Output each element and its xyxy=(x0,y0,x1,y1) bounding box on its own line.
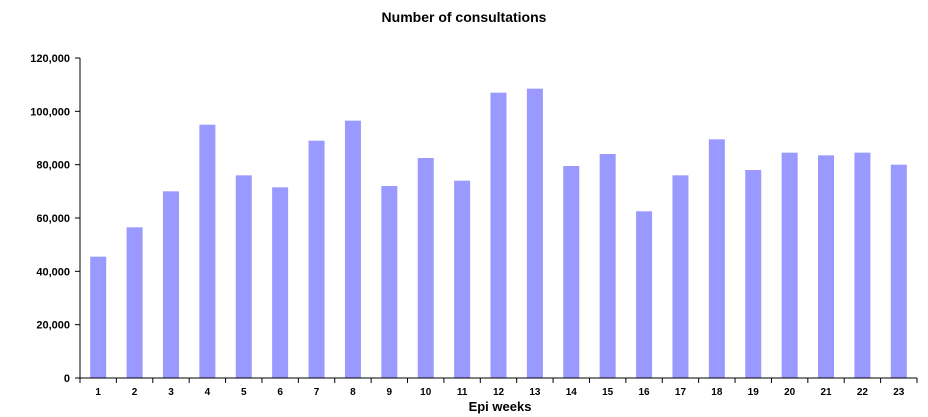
x-tick-label: 11 xyxy=(457,387,468,398)
x-tick-label: 2 xyxy=(132,387,138,398)
bar-week-15 xyxy=(599,154,616,378)
x-tick-label: 12 xyxy=(493,387,505,398)
y-tick-label: 80,000 xyxy=(36,160,70,172)
bar-week-2 xyxy=(126,227,143,378)
bar-week-23 xyxy=(890,164,907,378)
y-tick-label: 120,000 xyxy=(30,53,70,65)
x-tick-label: 19 xyxy=(748,387,760,398)
bar-week-1 xyxy=(90,256,107,378)
x-tick-label: 17 xyxy=(675,387,687,398)
x-tick-label: 10 xyxy=(420,387,432,398)
y-tick-label: 0 xyxy=(64,373,70,385)
x-tick-label: 6 xyxy=(277,387,283,398)
x-tick-label: 14 xyxy=(566,387,578,398)
x-tick-label: 13 xyxy=(529,387,541,398)
bar-week-9 xyxy=(381,186,398,378)
bar-week-6 xyxy=(272,187,289,378)
x-tick-label: 18 xyxy=(711,387,723,398)
y-axis: 0 20,000 40,000 60,000 80,000 100,000 120,000 xyxy=(30,53,81,385)
bar-week-7 xyxy=(308,140,325,378)
x-tick-label: 15 xyxy=(602,387,614,398)
x-tick-label: 23 xyxy=(893,387,905,398)
x-tick-label: 7 xyxy=(314,387,320,398)
bar-week-3 xyxy=(162,191,179,378)
x-axis-label: Epi weeks xyxy=(468,399,532,414)
x-tick-label: 8 xyxy=(350,387,356,398)
bar-week-14 xyxy=(563,166,580,378)
x-tick-label: 4 xyxy=(205,387,211,398)
bar-week-18 xyxy=(708,139,725,378)
x-tick-label: 9 xyxy=(387,387,393,398)
bar-week-12 xyxy=(490,92,507,379)
bar-week-20 xyxy=(781,152,798,378)
y-tick-label: 60,000 xyxy=(36,213,70,225)
bars-group xyxy=(90,88,907,379)
x-tick-label: 1 xyxy=(95,387,101,398)
bar-week-10 xyxy=(417,158,434,378)
y-tick-label: 100,000 xyxy=(30,106,70,118)
bar-week-11 xyxy=(454,180,471,378)
bar-week-19 xyxy=(745,170,762,378)
chart-title: Number of consultations xyxy=(381,9,547,25)
bar-week-17 xyxy=(672,175,689,378)
x-axis: 1 2 3 4 5 6 7 8 9 10 11 12 13 14 15 16 17 18 19 20 21 22 23 xyxy=(79,377,918,398)
x-tick-label: 22 xyxy=(857,387,869,398)
bar-week-22 xyxy=(854,152,871,378)
x-tick-label: 21 xyxy=(820,387,832,398)
bar-week-8 xyxy=(344,120,361,379)
x-tick-label: 3 xyxy=(168,387,174,398)
bar-week-5 xyxy=(235,175,252,378)
x-tick-label: 16 xyxy=(639,387,651,398)
bar-week-21 xyxy=(818,155,835,378)
bar-week-13 xyxy=(526,88,543,379)
bar-week-16 xyxy=(636,211,653,378)
y-tick-label: 40,000 xyxy=(36,266,70,278)
x-tick-label: 5 xyxy=(241,387,247,398)
y-tick-label: 20,000 xyxy=(36,320,70,332)
bar-week-4 xyxy=(199,124,216,378)
x-tick-label: 20 xyxy=(784,387,796,398)
